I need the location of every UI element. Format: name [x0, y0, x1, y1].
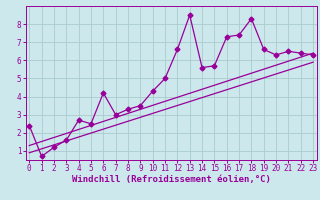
- X-axis label: Windchill (Refroidissement éolien,°C): Windchill (Refroidissement éolien,°C): [72, 175, 271, 184]
